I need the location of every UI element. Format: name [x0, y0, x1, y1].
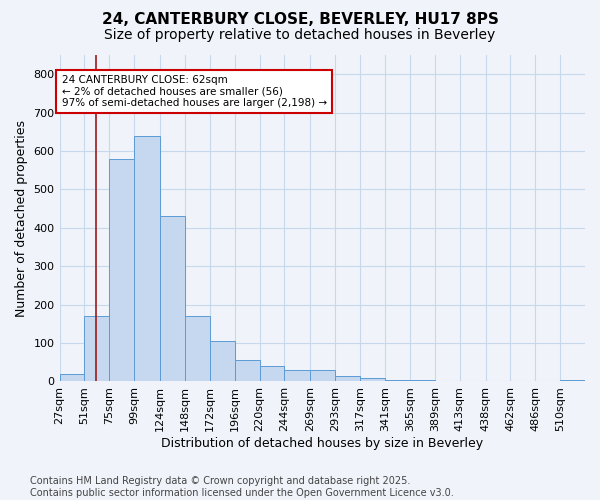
Bar	[284, 370, 310, 382]
Bar	[560, 380, 585, 382]
Bar	[260, 366, 284, 382]
Bar	[385, 380, 410, 382]
Bar	[310, 370, 335, 382]
Text: 24 CANTERBURY CLOSE: 62sqm
← 2% of detached houses are smaller (56)
97% of semi-: 24 CANTERBURY CLOSE: 62sqm ← 2% of detac…	[62, 75, 327, 108]
X-axis label: Distribution of detached houses by size in Beverley: Distribution of detached houses by size …	[161, 437, 484, 450]
Bar	[210, 341, 235, 382]
Bar	[109, 158, 134, 382]
Bar	[185, 316, 210, 382]
Bar	[235, 360, 260, 382]
Bar	[134, 136, 160, 382]
Bar	[85, 316, 109, 382]
Bar	[59, 374, 85, 382]
Y-axis label: Number of detached properties: Number of detached properties	[15, 120, 28, 316]
Bar	[360, 378, 385, 382]
Text: Contains HM Land Registry data © Crown copyright and database right 2025.
Contai: Contains HM Land Registry data © Crown c…	[30, 476, 454, 498]
Text: Size of property relative to detached houses in Beverley: Size of property relative to detached ho…	[104, 28, 496, 42]
Bar	[410, 380, 435, 382]
Bar	[160, 216, 185, 382]
Bar	[335, 376, 360, 382]
Text: 24, CANTERBURY CLOSE, BEVERLEY, HU17 8PS: 24, CANTERBURY CLOSE, BEVERLEY, HU17 8PS	[101, 12, 499, 28]
